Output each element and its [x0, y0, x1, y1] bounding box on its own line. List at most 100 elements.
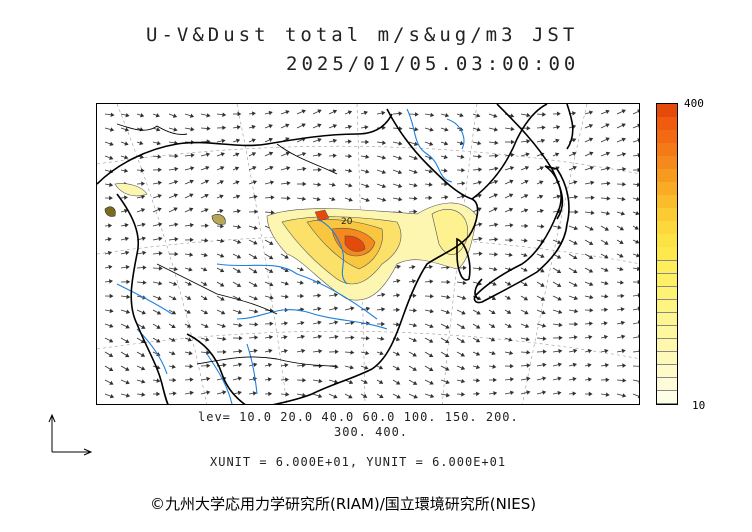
wind-arrowhead	[619, 240, 624, 244]
wind-arrowhead	[381, 110, 386, 116]
wind-arrowhead	[140, 112, 145, 118]
wind-arrowhead	[189, 364, 194, 369]
wind-arrowhead	[347, 110, 353, 115]
wind-arrowhead	[573, 194, 579, 200]
wind-arrowhead	[254, 335, 259, 340]
wind-arrowhead	[189, 390, 194, 396]
wind-arrowhead	[204, 238, 209, 243]
wind-arrowhead	[396, 293, 401, 298]
wind-arrowhead	[283, 349, 288, 354]
wind-arrowhead	[635, 239, 639, 244]
wind-arrowhead	[206, 363, 211, 369]
wind-arrowhead	[412, 380, 418, 385]
wind-arrowhead	[301, 123, 306, 128]
wind-arrowhead	[622, 181, 627, 187]
wind-arrowhead	[573, 348, 578, 354]
wind-arrowhead	[572, 151, 577, 157]
wind-arrowhead	[395, 366, 401, 371]
wind-arrowhead	[478, 222, 483, 227]
wind-arrowhead	[379, 394, 384, 399]
colorbar-segment	[657, 325, 677, 340]
wind-arrowhead	[445, 379, 450, 385]
colorbar-segment	[657, 169, 677, 183]
wind-arrowhead	[173, 266, 178, 272]
wind-arrowhead	[412, 293, 417, 299]
wind-arrowhead	[253, 225, 258, 230]
wind-arrowhead	[334, 292, 339, 298]
wind-arrowhead	[124, 195, 128, 200]
wind-arrowhead	[317, 393, 323, 399]
wind-arrowhead	[509, 166, 515, 171]
wind-arrowhead	[588, 391, 593, 397]
wind-arrowhead	[445, 392, 450, 398]
wind-arrowhead	[574, 209, 579, 215]
wind-arrowhead	[141, 181, 145, 186]
wind-arrowhead	[413, 196, 418, 201]
wind-arrowhead	[237, 309, 243, 315]
wind-arrowhead	[637, 152, 639, 158]
wind-arrowhead	[157, 295, 162, 301]
wind-arrowhead	[254, 209, 259, 214]
wind-arrowhead	[429, 141, 434, 146]
wind-arrowhead	[638, 366, 639, 369]
wind-arrowhead	[348, 197, 353, 202]
wind-arrowhead	[510, 126, 515, 132]
wind-arrowhead	[445, 309, 451, 315]
wind-arrowhead	[365, 183, 370, 188]
wind-arrowhead	[620, 320, 626, 326]
wind-arrowhead	[588, 137, 594, 142]
wind-arrowhead	[493, 113, 498, 118]
wind-arrowhead	[270, 195, 275, 200]
wind-arrowhead	[459, 140, 465, 146]
wind-arrowhead	[203, 296, 208, 301]
wind-arrowhead	[509, 350, 514, 356]
wind-arrowhead	[494, 252, 499, 257]
wind-arrowhead	[605, 377, 610, 383]
colorbar-segment	[657, 260, 677, 275]
wind-arrowhead	[477, 193, 482, 199]
wind-arrowhead	[461, 392, 466, 397]
wind-arrowhead	[461, 378, 466, 384]
wind-arrowhead	[206, 376, 211, 382]
wind-arrowhead	[510, 113, 515, 118]
wind-arrowhead	[461, 310, 466, 315]
wind-arrowhead	[443, 141, 449, 146]
wind-arrowhead	[347, 124, 353, 130]
wind-arrowhead	[141, 310, 146, 315]
wind-arrowhead	[350, 306, 355, 311]
coastlines	[97, 104, 574, 404]
wind-arrowhead	[349, 365, 354, 370]
wind-arrowhead	[396, 307, 400, 313]
wind-arrowhead	[107, 250, 113, 256]
wind-arrowhead	[573, 335, 578, 340]
wind-arrow	[632, 350, 639, 353]
wind-arrowhead	[253, 240, 258, 245]
wind-arrowhead	[604, 240, 609, 245]
wind-arrowhead	[205, 152, 211, 157]
wind-arrowhead	[268, 151, 274, 156]
wind-arrowhead	[125, 113, 130, 118]
wind-arrowhead	[461, 295, 467, 300]
wind-arrowhead	[378, 365, 384, 370]
wind-arrowhead	[206, 350, 211, 355]
colorbar-min-label: 10	[692, 399, 706, 412]
wind-arrowhead	[186, 323, 192, 328]
wind-arrowhead	[589, 165, 594, 171]
wind-arrowhead	[606, 211, 611, 216]
colorbar-segment	[657, 377, 677, 392]
wind-arrowhead	[332, 109, 338, 114]
wind-arrowhead	[589, 151, 594, 156]
wind-arrowhead	[221, 138, 226, 144]
wind-arrowhead	[284, 321, 289, 326]
wind-arrowhead	[493, 207, 498, 212]
wind-arrowhead	[237, 390, 242, 396]
wind-arrowhead	[556, 269, 562, 274]
wind-arrowhead	[637, 167, 639, 173]
wind-arrowhead	[267, 362, 273, 368]
wind-arrowhead	[542, 112, 546, 117]
wind-arrowhead	[412, 337, 418, 342]
wind-arrowhead	[268, 124, 273, 129]
wind-arrowhead	[476, 378, 481, 383]
wind-arrowhead	[507, 281, 512, 286]
wind-arrowhead	[237, 224, 242, 230]
